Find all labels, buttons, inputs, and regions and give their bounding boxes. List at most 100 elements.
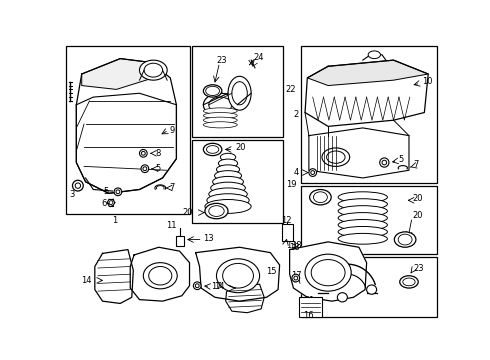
Circle shape xyxy=(292,274,300,282)
Text: 2: 2 xyxy=(294,110,299,119)
Ellipse shape xyxy=(337,293,347,302)
Text: 16: 16 xyxy=(304,311,314,320)
Ellipse shape xyxy=(314,192,327,203)
Ellipse shape xyxy=(209,97,232,112)
Polygon shape xyxy=(309,128,409,178)
Ellipse shape xyxy=(209,188,247,200)
Text: 5: 5 xyxy=(103,186,109,195)
Circle shape xyxy=(73,180,83,191)
Ellipse shape xyxy=(215,171,242,181)
Bar xyxy=(192,46,283,137)
Text: 13: 13 xyxy=(287,241,297,250)
Bar xyxy=(66,46,190,214)
Text: 4: 4 xyxy=(294,168,299,177)
Ellipse shape xyxy=(144,263,177,289)
Ellipse shape xyxy=(222,264,253,288)
Text: 3: 3 xyxy=(69,190,74,199)
Circle shape xyxy=(142,152,145,155)
Circle shape xyxy=(309,169,317,176)
Text: 9: 9 xyxy=(170,126,175,135)
Ellipse shape xyxy=(219,159,238,167)
Text: 11: 11 xyxy=(166,221,176,230)
Ellipse shape xyxy=(203,108,237,114)
Circle shape xyxy=(196,284,199,288)
Bar xyxy=(301,46,437,183)
Ellipse shape xyxy=(338,213,388,223)
Ellipse shape xyxy=(209,206,224,216)
Text: 8: 8 xyxy=(155,149,160,158)
Circle shape xyxy=(311,171,315,175)
Text: 14: 14 xyxy=(81,276,92,285)
Text: 18: 18 xyxy=(289,243,300,252)
Ellipse shape xyxy=(205,199,251,213)
Polygon shape xyxy=(82,59,153,89)
Ellipse shape xyxy=(305,254,351,291)
Text: 23: 23 xyxy=(217,56,227,65)
Ellipse shape xyxy=(338,192,388,203)
Text: 18: 18 xyxy=(292,241,302,250)
Text: 17: 17 xyxy=(211,282,221,291)
Ellipse shape xyxy=(203,117,237,123)
Ellipse shape xyxy=(213,176,244,187)
Ellipse shape xyxy=(203,85,222,97)
Ellipse shape xyxy=(228,76,251,110)
Ellipse shape xyxy=(322,148,350,166)
Ellipse shape xyxy=(205,203,228,219)
Circle shape xyxy=(114,188,122,195)
Text: 10: 10 xyxy=(422,77,433,86)
Text: 24: 24 xyxy=(253,53,264,62)
Polygon shape xyxy=(307,60,428,86)
Ellipse shape xyxy=(367,285,377,294)
Text: 12: 12 xyxy=(281,216,292,225)
Bar xyxy=(301,186,437,254)
Text: 20: 20 xyxy=(235,143,245,152)
Circle shape xyxy=(140,149,147,157)
Text: 13: 13 xyxy=(203,234,214,243)
Text: 22: 22 xyxy=(286,85,296,94)
Polygon shape xyxy=(130,247,190,301)
Polygon shape xyxy=(95,249,133,303)
Ellipse shape xyxy=(206,145,219,153)
Ellipse shape xyxy=(217,165,240,174)
Circle shape xyxy=(382,160,387,165)
Text: 17: 17 xyxy=(291,271,302,280)
Circle shape xyxy=(75,183,80,188)
Bar xyxy=(299,297,322,316)
Ellipse shape xyxy=(211,182,245,194)
Text: 1: 1 xyxy=(112,216,118,225)
Ellipse shape xyxy=(338,220,388,230)
Circle shape xyxy=(143,167,147,171)
Text: 5: 5 xyxy=(156,164,161,173)
Circle shape xyxy=(116,190,120,194)
Text: 7: 7 xyxy=(414,160,419,169)
Text: 5: 5 xyxy=(398,155,403,164)
Text: 21: 21 xyxy=(304,296,315,305)
Ellipse shape xyxy=(338,226,388,237)
Ellipse shape xyxy=(403,278,415,286)
Text: 23: 23 xyxy=(414,264,424,273)
Text: 14: 14 xyxy=(214,282,224,291)
Polygon shape xyxy=(76,59,176,193)
Ellipse shape xyxy=(338,233,388,244)
Polygon shape xyxy=(76,93,176,193)
Ellipse shape xyxy=(338,206,388,216)
Polygon shape xyxy=(305,60,428,126)
Circle shape xyxy=(109,201,113,204)
Ellipse shape xyxy=(217,259,260,293)
Bar xyxy=(176,236,184,247)
Text: 19: 19 xyxy=(286,180,296,189)
Text: 7: 7 xyxy=(170,184,175,193)
Bar xyxy=(301,257,437,317)
Circle shape xyxy=(380,158,389,167)
Ellipse shape xyxy=(144,63,163,77)
Ellipse shape xyxy=(220,153,236,161)
Bar xyxy=(282,224,293,241)
Circle shape xyxy=(194,282,201,289)
Circle shape xyxy=(141,165,149,172)
Bar xyxy=(192,140,283,223)
Ellipse shape xyxy=(203,122,237,128)
Ellipse shape xyxy=(206,86,220,95)
Polygon shape xyxy=(290,242,367,301)
Text: 15: 15 xyxy=(266,267,276,276)
Polygon shape xyxy=(226,284,264,313)
